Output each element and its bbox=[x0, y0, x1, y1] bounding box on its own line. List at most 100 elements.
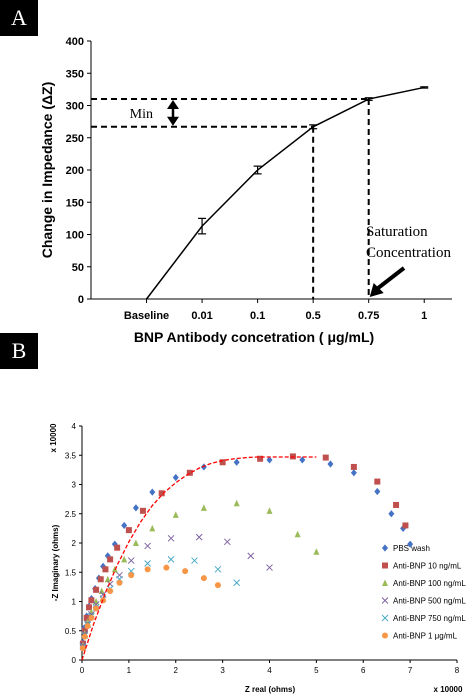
data-point-series-1 bbox=[88, 597, 95, 604]
legend-label: Anti-BNP 500 ng/mL bbox=[393, 597, 466, 606]
data-point-series-0 bbox=[374, 487, 381, 496]
data-point-series-3 bbox=[144, 542, 151, 550]
data-point-series-0 bbox=[121, 521, 128, 530]
data-point-series-1 bbox=[125, 527, 132, 534]
data-point-series-3 bbox=[223, 538, 231, 546]
legend-label: Anti-BNP 750 ng/mL bbox=[393, 614, 466, 623]
min-annotation: Min bbox=[130, 107, 153, 122]
data-point-series-5 bbox=[79, 645, 86, 652]
saturation-annotation-line2: Concentration bbox=[366, 245, 451, 261]
data-point-series-0 bbox=[350, 469, 357, 477]
data-point-series-2 bbox=[104, 575, 111, 583]
data-point-series-3 bbox=[127, 557, 135, 564]
data-point-series-1 bbox=[322, 454, 329, 461]
x-tick-label: 4 bbox=[267, 666, 272, 675]
data-point-series-1 bbox=[114, 544, 121, 551]
legend-label: Anti-BNP 1 μg/mL bbox=[393, 632, 458, 641]
y-tick-label: 150 bbox=[66, 197, 84, 209]
y-tick-label: 2 bbox=[72, 539, 77, 548]
data-point-series-1 bbox=[97, 576, 104, 583]
data-point-series-2 bbox=[266, 507, 273, 514]
data-point-series-5 bbox=[128, 572, 135, 579]
legend-marker bbox=[381, 614, 389, 622]
x-tick-label: 0.01 bbox=[191, 310, 212, 322]
data-point-series-0 bbox=[172, 473, 179, 482]
data-point-series-5 bbox=[200, 575, 207, 582]
y-tick-label: 0 bbox=[72, 656, 77, 665]
x-tick-label: 0 bbox=[80, 666, 85, 675]
legend-marker bbox=[382, 562, 388, 569]
data-point-series-1 bbox=[86, 604, 93, 611]
x-axis-label: Z real (ohms) bbox=[245, 685, 296, 694]
data-point-series-2 bbox=[313, 548, 320, 555]
data-point-series-1 bbox=[257, 455, 264, 462]
x-tick-label: 8 bbox=[455, 666, 460, 675]
saturation-annotation-line1: Saturation bbox=[366, 224, 428, 240]
data-point-series-1 bbox=[139, 507, 146, 514]
y-tick-label: 350 bbox=[66, 68, 84, 80]
chart-a: 0 50 100 150 200 250 300 350 400 Baseline 0.01 0.1 0… bbox=[39, 36, 452, 345]
y-axis-label: -Z Imaginary (ohms) bbox=[51, 524, 60, 601]
legend-marker bbox=[381, 597, 389, 604]
panel-a-label-box bbox=[0, 0, 38, 36]
x-tick-label: 7 bbox=[408, 666, 413, 675]
data-point-series-1 bbox=[186, 469, 193, 476]
y-tick-label: 400 bbox=[66, 36, 84, 48]
data-point-series-3 bbox=[195, 533, 203, 541]
data-point-series-5 bbox=[88, 614, 95, 621]
data-point-series-1 bbox=[350, 463, 357, 470]
data-point-series-1 bbox=[374, 478, 381, 485]
x-tick-label: 0.75 bbox=[358, 310, 379, 322]
x-tick-label: 1 bbox=[421, 310, 427, 322]
y-tick-label: 3.5 bbox=[65, 451, 77, 460]
data-point-series-4 bbox=[233, 579, 241, 587]
y-tick-label: 250 bbox=[66, 133, 84, 145]
data-point-series-5 bbox=[93, 605, 100, 612]
data-point-series-4 bbox=[191, 557, 198, 564]
data-point-series-0 bbox=[266, 456, 273, 464]
data-point-series-2 bbox=[233, 499, 240, 507]
legend-marker bbox=[382, 544, 388, 552]
y-tick-label: 1.5 bbox=[65, 568, 77, 577]
y-axis-label: Change in Impedance (ΔZ) bbox=[39, 82, 55, 259]
data-point-series-4 bbox=[167, 556, 175, 563]
y-tick-label: 2.5 bbox=[65, 510, 77, 519]
data-point-series-2 bbox=[294, 530, 301, 538]
data-point-series-0 bbox=[299, 456, 306, 464]
data-point-series-3 bbox=[167, 534, 175, 542]
data-point-series-5 bbox=[84, 623, 91, 630]
x-tick-label: 5 bbox=[314, 666, 319, 675]
data-point-series-5 bbox=[107, 587, 114, 594]
legend-label: PBS wash bbox=[393, 544, 430, 553]
data-point-series-0 bbox=[200, 463, 207, 471]
y-tick-label: 0.5 bbox=[65, 627, 77, 636]
y-multiplier: x 10000 bbox=[49, 423, 58, 452]
x-multiplier: x 10000 bbox=[434, 685, 463, 694]
data-point-series-1 bbox=[158, 490, 165, 497]
data-point-series-2 bbox=[121, 555, 128, 563]
panel-a-label: A bbox=[11, 5, 27, 30]
data-point-series-0 bbox=[327, 460, 334, 468]
x-tick-label: 2 bbox=[174, 666, 179, 675]
data-point-series-3 bbox=[247, 552, 255, 560]
series-line bbox=[145, 86, 425, 300]
data-point-series-5 bbox=[163, 564, 170, 571]
data-point-series-0 bbox=[149, 488, 156, 496]
x-tick-label: Baseline bbox=[124, 310, 169, 322]
data-point-series-1 bbox=[402, 522, 409, 529]
data-point-series-1 bbox=[107, 556, 114, 563]
data-point-series-5 bbox=[81, 633, 88, 640]
y-tick-label: 50 bbox=[72, 262, 84, 274]
data-point-series-2 bbox=[149, 524, 156, 532]
data-point-series-2 bbox=[200, 504, 207, 511]
data-point-series-5 bbox=[182, 568, 189, 575]
y-tick-label: 3 bbox=[72, 481, 77, 490]
data-point-series-0 bbox=[132, 504, 139, 512]
x-tick-label: 0.1 bbox=[250, 310, 265, 322]
data-point-series-0 bbox=[233, 458, 240, 466]
y-tick-label: 100 bbox=[66, 230, 84, 242]
data-point-series-2 bbox=[172, 511, 179, 518]
fit-curve bbox=[81, 456, 317, 661]
data-point-series-0 bbox=[388, 510, 395, 518]
